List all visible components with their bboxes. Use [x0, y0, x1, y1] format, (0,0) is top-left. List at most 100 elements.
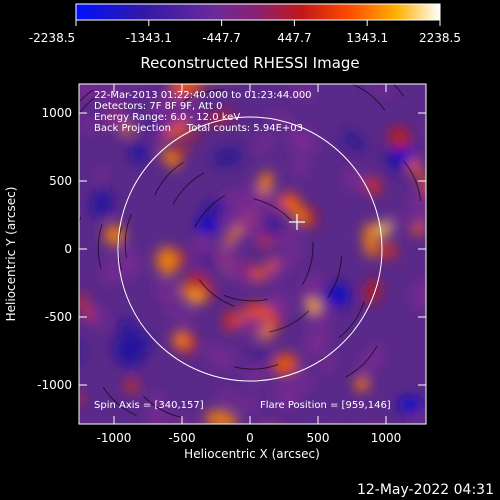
intensity-blob: [304, 328, 330, 352]
intensity-contour: [345, 345, 378, 378]
dark-core: [398, 397, 422, 413]
intensity-blob: [411, 278, 426, 312]
intensity-contour: [79, 93, 100, 115]
intensity-blob: [121, 123, 134, 137]
plot-frame: [78, 83, 427, 425]
intensity-blob: [79, 116, 97, 134]
intensity-blob: [36, 276, 61, 304]
intensity-blob: [119, 320, 137, 340]
colorbar-tick-label: -1343.1: [126, 31, 172, 45]
intensity-blob: [291, 236, 302, 267]
intensity-blob: [233, 214, 268, 237]
intensity-contour: [403, 160, 421, 202]
intensity-blob: [101, 259, 122, 286]
y-tick-label: -1000: [37, 378, 72, 392]
intensity-contour: [172, 172, 205, 205]
intensity-blob: [102, 84, 124, 103]
intensity-blob: [424, 208, 426, 227]
intensity-blob: [203, 111, 237, 125]
x-tick-label: 1000: [371, 431, 402, 445]
intensity-contour: [350, 84, 386, 111]
bright-spot: [174, 333, 188, 347]
intensity-contour: [194, 195, 226, 228]
intensity-blob: [102, 103, 129, 129]
intensity-blob: [343, 166, 366, 193]
intensity-blob: [289, 84, 314, 100]
intensity-blob: [425, 178, 426, 209]
intensity-blob: [163, 119, 191, 140]
bright-spot: [376, 222, 390, 236]
intensity-blob: [436, 263, 450, 298]
intensity-blob: [204, 410, 238, 424]
x-tick-label: 500: [307, 431, 330, 445]
render-timestamp: 12-May-2022 04:31: [357, 482, 494, 498]
intensity-contour: [450, 179, 460, 222]
intensity-blob: [209, 349, 238, 370]
intensity-blob: [255, 137, 269, 156]
intensity-contour: [467, 276, 477, 319]
bright-spot: [306, 299, 320, 313]
intensity-blob: [386, 59, 410, 84]
y-tick-label: -500: [45, 310, 72, 324]
x-tick-label: 0: [246, 431, 254, 445]
intensity-blob: [211, 146, 244, 168]
intensity-blob: [179, 309, 194, 324]
colorbar: [75, 3, 441, 21]
colorbar-tick-label: 2238.5: [419, 31, 461, 45]
intensity-blob: [365, 176, 381, 195]
intensity-contour: [97, 224, 103, 269]
intensity-blob: [412, 411, 424, 424]
intensity-blob: [203, 250, 215, 270]
intensity-blob: [23, 146, 47, 170]
intensity-blob: [213, 244, 240, 273]
intensity-blob: [268, 291, 291, 317]
intensity-blob: [298, 368, 314, 390]
spin-axis-label: Spin Axis = [340,157]: [94, 400, 204, 411]
intensity-blob: [223, 310, 239, 332]
intensity-blob: [272, 353, 298, 376]
plot-title: Reconstructed RHESSI Image: [140, 54, 359, 72]
intensity-blob: [265, 257, 278, 273]
intensity-blob: [160, 285, 176, 300]
bright-spot: [355, 377, 369, 391]
intensity-blob: [214, 477, 250, 492]
intensity-blob: [409, 190, 426, 222]
colorbar-tick-label: 1343.1: [346, 31, 388, 45]
dark-core: [326, 288, 350, 304]
intensity-blob: [286, 124, 316, 141]
intensity-blob: [449, 276, 472, 297]
intensity-blob: [166, 306, 180, 320]
intensity-blob: [473, 234, 491, 264]
intensity-contour: [79, 89, 94, 103]
intensity-blob: [388, 126, 412, 151]
y-axis-tick-labels: 1000 500 0 -500 -1000: [37, 106, 72, 392]
intensity-blob: [175, 476, 200, 500]
intensity-contour: [223, 294, 268, 302]
bright-spot: [190, 289, 204, 303]
solar-limb-circle: [117, 116, 383, 382]
info-line-detectors: Detectors: 7F 8F 9F, Att 0: [94, 101, 222, 112]
intensity-blob: [382, 147, 403, 178]
intensity-blob: [359, 345, 385, 373]
intensity-blob: [369, 84, 390, 97]
intensity-contour: [124, 214, 132, 258]
intensity-contour: [234, 364, 279, 370]
intensity-contour: [301, 241, 314, 285]
intensity-blob: [342, 129, 366, 153]
intensity-blob: [237, 315, 268, 336]
intensity-blob: [169, 417, 195, 424]
intensity-blob: [238, 396, 259, 412]
colorbar-ticks: [75, 20, 441, 26]
intensity-blob: [94, 167, 108, 183]
intensity-blob: [299, 274, 325, 304]
intensity-blob: [132, 333, 151, 354]
x-axis-label: Heliocentric X (arcsec): [184, 447, 320, 461]
intensity-blob: [248, 350, 272, 359]
intensity-blob: [140, 461, 174, 493]
intensity-blob: [42, 185, 55, 204]
intensity-contour: [464, 299, 477, 341]
info-line-time-range: 22-Mar-2013 01:22:40.000 to 01:23:44.000: [94, 90, 312, 101]
intensity-contour: [154, 161, 184, 196]
